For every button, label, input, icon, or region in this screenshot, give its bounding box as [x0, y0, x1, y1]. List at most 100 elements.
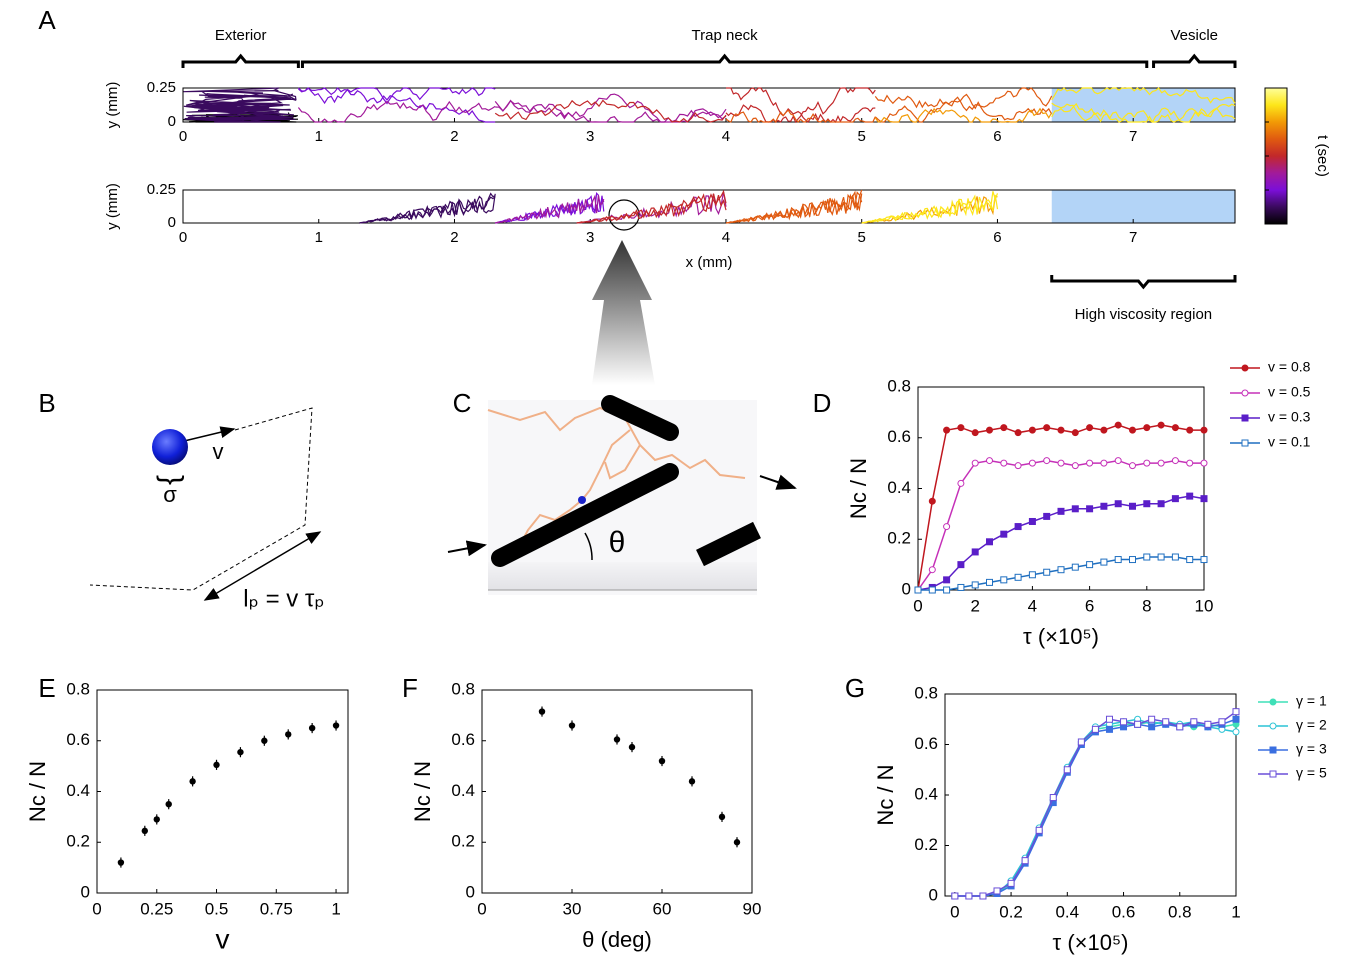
velocity-arrow: [179, 426, 236, 443]
marker: [1091, 725, 1099, 733]
data-point: [165, 800, 172, 808]
marker: [1100, 459, 1108, 467]
x-tick-label: 7: [1129, 128, 1137, 145]
marker: [965, 892, 973, 900]
marker: [1129, 426, 1136, 434]
marker: [1071, 429, 1079, 437]
brace: [300, 53, 1149, 68]
x-tick-label: 3: [586, 128, 594, 145]
y-tick-label: 0.2: [66, 832, 90, 851]
marker: [1157, 553, 1165, 561]
y-tick-label: 0.2: [451, 832, 475, 851]
legend-marker: [1269, 770, 1277, 778]
marker: [986, 426, 993, 434]
legend-label: γ = 2: [1296, 717, 1327, 733]
colorbar-label: t (sec): [1314, 135, 1331, 177]
y-axis-label: Nc / N: [25, 761, 50, 822]
marker: [1043, 512, 1051, 520]
data-point: [658, 757, 666, 765]
y-tick-label: 0.4: [887, 478, 911, 497]
marker: [1129, 502, 1136, 510]
trajectory: [726, 87, 876, 124]
x-tick-label: 1: [315, 128, 323, 145]
floor: [488, 562, 757, 590]
marker: [1057, 426, 1065, 434]
x-axis-label: x (mm): [686, 254, 733, 271]
marker: [928, 586, 936, 594]
marker: [1043, 568, 1051, 576]
y-tick-label: 0.8: [66, 679, 90, 698]
x-tick-label: 4: [722, 229, 730, 246]
y-tick-label: 0.6: [914, 734, 938, 753]
particle: [152, 429, 188, 465]
trajectory: [725, 109, 876, 124]
trajectory: [1051, 102, 1236, 123]
marker: [1114, 556, 1122, 564]
angle-arc: [584, 532, 593, 561]
chart: 0 0.2 0.4 0.6 0.8 1 0 0.2 0.4 0.6 0.8 Nc / N τ (×10⁵…: [873, 683, 1327, 954]
x-tick-label: 0.25: [140, 899, 173, 918]
x-tick-label: 0: [477, 899, 486, 918]
panel-label: D: [813, 388, 832, 418]
marker: [1186, 492, 1194, 500]
chart: 0 1 2 3 4 5 6 7 0 0.25 y (mm) x (mm) High viscosity …: [104, 181, 1237, 323]
brace-label: Vesicle: [1171, 27, 1219, 44]
marker: [1114, 421, 1122, 429]
panel-label: G: [845, 673, 865, 703]
marker: [1100, 558, 1108, 566]
marker: [1077, 738, 1085, 746]
y-axis-label: y (mm): [104, 183, 121, 230]
data-point: [261, 737, 268, 744]
marker: [1071, 505, 1079, 513]
series-line: [954, 711, 1237, 897]
marker: [1014, 462, 1022, 470]
marker: [986, 538, 993, 546]
y-axis-label: Nc / N: [873, 764, 898, 825]
marker: [1186, 459, 1194, 467]
marker: [986, 578, 993, 586]
y-tick-label: 0.4: [914, 784, 938, 803]
marker: [1171, 495, 1179, 503]
brace-label: Trap neck: [692, 27, 759, 44]
panel-label: E: [38, 673, 55, 703]
diagram-c: θ: [447, 395, 797, 595]
marker: [1200, 495, 1208, 503]
x-tick-label: 6: [993, 229, 1001, 246]
marker: [1000, 424, 1008, 432]
y-tick-label: 0.25: [147, 181, 176, 198]
sample-trajectory: [487, 406, 746, 551]
marker: [957, 424, 965, 432]
marker: [1200, 556, 1208, 564]
y-tick-label: 0.4: [66, 781, 90, 800]
marker: [1000, 530, 1008, 538]
marker: [1028, 571, 1036, 579]
diameter-label: σ: [163, 482, 177, 507]
marker: [1200, 426, 1208, 434]
particle: [578, 496, 586, 504]
chart: 0 2 4 6 8 10 0 0.2 0.4 0.6 0.8 Nc / N τ (×10⁵) v = 0.…: [846, 359, 1311, 649]
marker: [1157, 459, 1165, 467]
x-axis-label: τ (×10⁵): [1023, 624, 1099, 649]
marker: [957, 561, 965, 569]
marker: [1143, 500, 1151, 508]
trajectory: [495, 194, 605, 224]
zoom-circle: [608, 199, 640, 231]
marker: [1171, 457, 1179, 465]
marker: [1035, 826, 1043, 834]
brace: {: [152, 475, 185, 485]
marker: [971, 459, 979, 467]
x-tick-label: 0: [92, 899, 101, 918]
trajectory: [874, 87, 1053, 112]
brace-label: Exterior: [215, 27, 267, 44]
marker: [1057, 507, 1065, 515]
x-tick-label: 0: [950, 902, 959, 921]
plot-frame: [96, 689, 349, 894]
x-tick-label: 0.5: [205, 899, 229, 918]
trajectory: [495, 191, 605, 224]
legend-marker: [1241, 389, 1249, 397]
y-tick-label: 0.2: [914, 835, 938, 854]
y-tick-label: 0: [902, 579, 911, 598]
marker: [1176, 723, 1184, 731]
data-point: [613, 736, 621, 743]
x-tick-label: 6: [993, 128, 1001, 145]
